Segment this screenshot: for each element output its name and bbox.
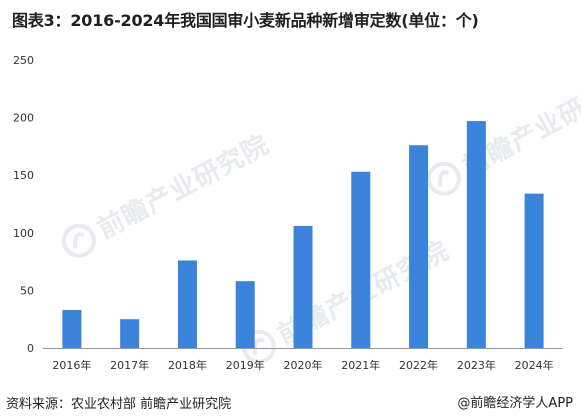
x-axis: 2016年 2017年 2018年 2019年 2020年 2021年 2022年 2023年… xyxy=(52,358,553,372)
bars-group xyxy=(62,121,544,348)
x-tick-label: 2023年 xyxy=(457,358,496,372)
chart-title: 图表3：2016-2024年我国国审小麦新品种新增审定数(单位：个) xyxy=(12,11,479,30)
y-axis: 0 50 100 150 200 250 xyxy=(13,54,34,355)
source-note: 资料来源：农业农村部 前瞻产业研究院 xyxy=(6,397,232,412)
y-tick-label: 50 xyxy=(20,284,34,297)
x-tick-label: 2018年 xyxy=(168,358,207,372)
x-tick-label: 2016年 xyxy=(52,358,91,372)
x-tick-label: 2019年 xyxy=(226,358,265,372)
brand-text: @前瞻经济学人APP xyxy=(457,396,573,411)
x-tick-label: 2022年 xyxy=(399,358,438,372)
x-tick-label: 2024年 xyxy=(515,358,554,372)
bar-2017年 xyxy=(120,319,140,348)
y-tick-label: 250 xyxy=(13,54,34,67)
bar-2021年 xyxy=(351,171,371,348)
brand-credit: @前瞻经济学人APP xyxy=(457,392,573,411)
y-tick-label: 0 xyxy=(27,342,34,355)
x-tick-label: 2021年 xyxy=(341,358,380,372)
bar-2019年 xyxy=(235,281,255,348)
bar-2016年 xyxy=(62,309,82,348)
y-tick-label: 200 xyxy=(13,112,34,125)
bar-2023年 xyxy=(466,121,486,348)
bar-2020年 xyxy=(293,225,313,348)
x-tick-label: 2017年 xyxy=(110,358,149,372)
y-tick-label: 150 xyxy=(13,169,34,182)
bar-2018年 xyxy=(177,260,197,348)
bar-2022年 xyxy=(409,145,429,348)
bar-2024年 xyxy=(524,193,544,348)
x-tick-label: 2020年 xyxy=(284,358,323,372)
y-tick-label: 100 xyxy=(13,227,34,240)
